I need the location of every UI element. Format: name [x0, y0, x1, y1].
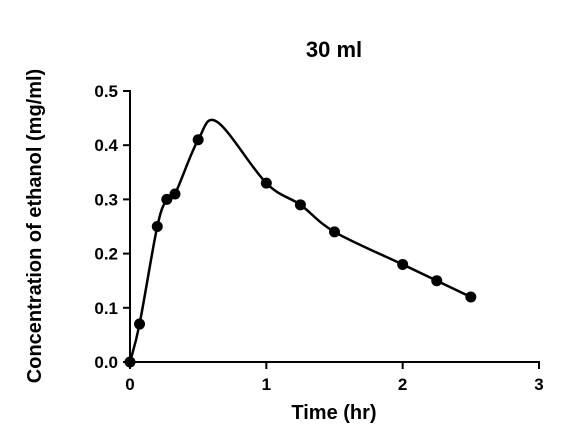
- y-axis-label: Concentration of ethanol (mg/ml): [24, 69, 46, 383]
- data-point: [192, 134, 204, 146]
- x-axis-ticks: 0 1 2 3: [125, 362, 544, 394]
- x-tick-label: 2: [398, 375, 407, 394]
- chart-title: 30 ml: [306, 37, 362, 62]
- data-point: [397, 258, 409, 270]
- y-tick-label: 0.2: [94, 245, 118, 264]
- data-points: [124, 134, 477, 368]
- data-point: [431, 275, 443, 287]
- y-tick-label: 0.5: [94, 82, 118, 101]
- x-axis-label: Time (hr): [291, 402, 376, 424]
- series-line: [128, 118, 472, 363]
- data-point: [151, 221, 163, 232]
- x-tick-label: 3: [534, 375, 543, 394]
- y-tick-label: 0.1: [94, 299, 118, 318]
- y-tick-label: 0.4: [94, 136, 118, 155]
- data-point: [260, 177, 272, 189]
- data-point: [294, 199, 306, 211]
- x-tick-label: 0: [125, 375, 134, 394]
- y-axis-ticks: 0.0 0.1 0.2 0.3 0.4 0.5: [94, 82, 130, 372]
- data-point: [465, 291, 477, 303]
- y-tick-label: 0.3: [94, 190, 118, 209]
- data-point: [329, 226, 340, 238]
- data-point: [134, 318, 146, 330]
- data-point: [169, 188, 181, 200]
- data-point: [124, 356, 136, 368]
- axes: [129, 90, 540, 363]
- data-point: [161, 193, 173, 205]
- y-tick-label: 0.0: [94, 353, 118, 372]
- x-tick-label: 1: [262, 375, 271, 394]
